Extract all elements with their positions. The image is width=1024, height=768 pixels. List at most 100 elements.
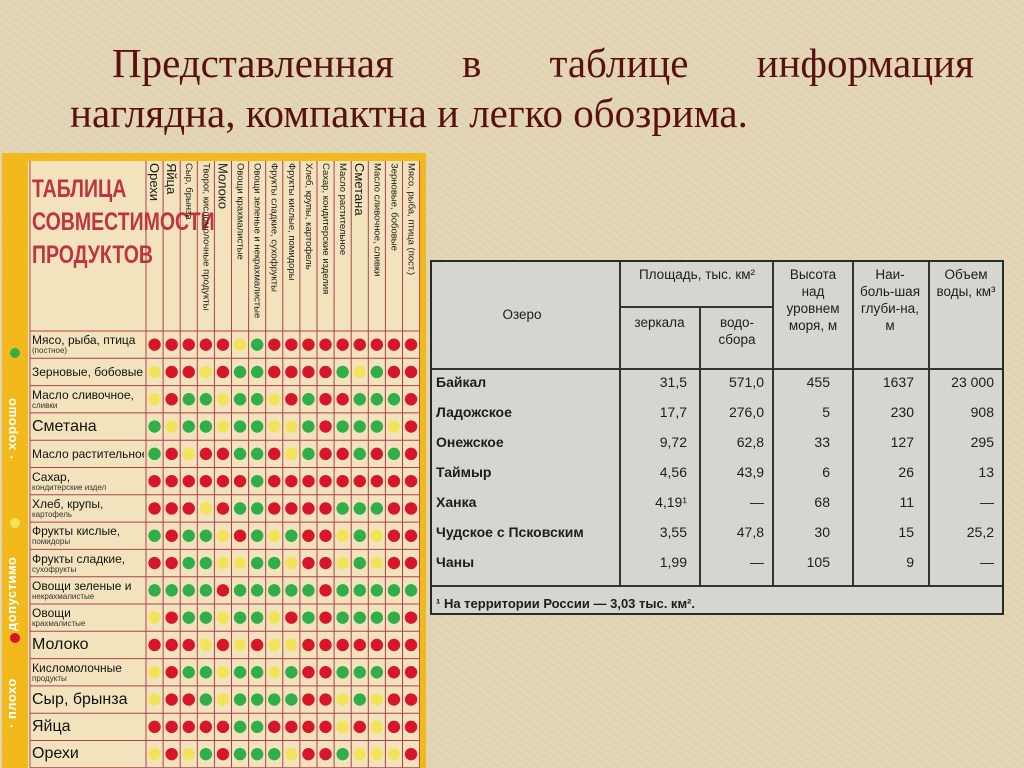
compatibility-dot	[353, 584, 366, 597]
compatibility-grid-lines	[29, 161, 420, 768]
row-label-sub: некрахмалистые	[32, 591, 95, 601]
compatibility-dot	[165, 747, 178, 761]
compatibility-dot	[302, 666, 315, 679]
lake-value: 15	[898, 524, 914, 540]
compatibility-dot	[233, 529, 247, 542]
compatibility-dot	[199, 529, 213, 542]
compatibility-dot	[336, 693, 349, 706]
lake-value: 455	[806, 374, 830, 390]
compatibility-dot	[148, 529, 161, 542]
compatibility-dot	[353, 447, 366, 461]
compatibility-dot	[319, 365, 332, 379]
compatibility-dot	[199, 720, 213, 734]
compatibility-dot	[302, 502, 315, 515]
row-label: Фрукты кислые, помидоры	[32, 522, 144, 549]
compatibility-dot	[165, 529, 178, 542]
compatibility-dot	[285, 393, 298, 406]
compatibility-dot	[250, 611, 264, 624]
compatibility-dot	[148, 638, 161, 652]
compatibility-dot	[182, 584, 195, 597]
compatibility-dot	[302, 638, 315, 652]
lake-name: Таймыр	[436, 464, 492, 480]
row-label-main: Сахар,	[32, 469, 71, 484]
compatibility-dot	[199, 747, 213, 761]
row-label: Кисломолочные продукты	[32, 659, 144, 686]
legend-label: · хорошо	[4, 397, 19, 459]
compatibility-dot	[165, 693, 178, 706]
table-divider	[432, 585, 1002, 587]
lake-name: Ладожское	[436, 404, 512, 420]
compatibility-dot	[199, 447, 213, 461]
compatibility-dot	[336, 556, 349, 570]
compatibility-dot	[285, 365, 298, 379]
compatibility-dot	[233, 447, 247, 461]
compatibility-dot	[302, 338, 315, 351]
header-area: Площадь, тыс. км²	[638, 267, 756, 282]
compatibility-dot	[387, 747, 401, 761]
compatibility-dot	[165, 447, 178, 461]
lake-name: Ханка	[436, 494, 477, 510]
column-header: Орехи	[147, 163, 162, 202]
column-header: Хлеб, крупы, картофель	[302, 163, 314, 270]
column-header: Масло растительное	[337, 163, 349, 256]
compatibility-dot	[404, 365, 418, 379]
food-compatibility-chart: · хорошо · допустимо · плохо ТАБЛИЦА СОВМЕ…	[2, 153, 426, 768]
row-label-main: Яйца	[32, 717, 71, 735]
lake-name: Онежское	[436, 434, 504, 450]
header-depth: Наи-боль-шая глуби-на, м	[860, 267, 920, 333]
compatibility-dot	[285, 611, 298, 624]
compatibility-dot	[268, 474, 281, 488]
compatibility-dot	[404, 474, 418, 488]
compatibility-dot	[336, 666, 349, 679]
compatibility-dot	[216, 338, 230, 351]
compatibility-dot	[268, 720, 281, 734]
compatibility-dot	[353, 529, 366, 542]
compatibility-dot	[250, 420, 264, 433]
compatibility-dot	[319, 474, 332, 488]
row-label: Хлеб, крупы, картофель	[32, 495, 144, 522]
compatibility-dot	[302, 474, 315, 488]
compatibility-dot	[182, 720, 195, 734]
compatibility-dot	[285, 720, 298, 734]
compatibility-dot	[370, 502, 384, 515]
compatibility-dot	[370, 474, 384, 488]
compatibility-dot	[285, 447, 298, 461]
compatibility-dot	[199, 502, 213, 515]
row-label-main: Фрукты сладкие,	[32, 551, 126, 566]
row-label: Орехи	[32, 741, 144, 768]
lake-value: 25,2	[966, 524, 994, 540]
compatibility-dot	[199, 611, 213, 624]
row-label: Сметана	[32, 413, 144, 440]
compatibility-dot	[199, 666, 213, 679]
column-header: Сахар, кондитерские изделия	[320, 163, 331, 295]
compatibility-dot	[233, 584, 247, 597]
compatibility-dot	[216, 447, 230, 461]
compatibility-dot	[216, 529, 230, 542]
compatibility-dot	[302, 556, 315, 570]
compatibility-dot	[199, 338, 213, 351]
column-header: Сыр, брынза	[183, 163, 195, 220]
lake-value: 23 000	[951, 374, 994, 390]
compatibility-dot	[353, 393, 366, 406]
compatibility-dot	[302, 393, 315, 406]
compatibility-dot	[233, 693, 247, 706]
row-label: Масло сливочное, сливки	[32, 386, 144, 413]
title-word: таблице	[549, 40, 689, 86]
compatibility-dot	[404, 584, 418, 597]
lake-value: 4,19¹	[655, 494, 687, 510]
compatibility-dot	[233, 338, 247, 351]
compatibility-dot	[268, 529, 281, 542]
compatibility-dot	[182, 474, 195, 488]
compatibility-dot	[336, 584, 349, 597]
compatibility-dot	[336, 420, 349, 433]
column-headers: Орехи Яйца Сыр, брынза Творог, кисломолочны…	[146, 161, 420, 331]
compatibility-dot	[319, 638, 332, 652]
lake-value: 127	[890, 434, 914, 450]
compatibility-dot	[268, 693, 281, 706]
compatibility-dot	[182, 338, 195, 351]
compatibility-dot	[336, 393, 349, 406]
compatibility-dot	[233, 502, 247, 515]
row-label: Сахар, кондитерские издел	[32, 468, 144, 495]
table-divider	[619, 306, 772, 308]
compatibility-dot	[250, 584, 264, 597]
